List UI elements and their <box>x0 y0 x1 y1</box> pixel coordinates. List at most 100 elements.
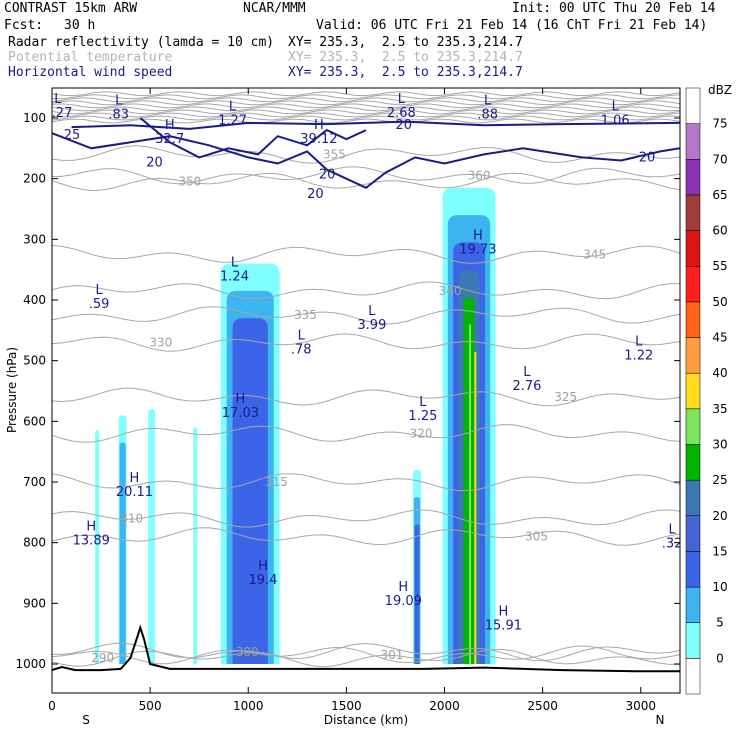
extremum-value: 1.06 <box>601 114 630 129</box>
x-axis-end-label: N <box>656 713 665 727</box>
theta-contour-325 <box>52 387 680 407</box>
extremum-high: H13.89 <box>73 520 110 549</box>
wind-contour-label: 20 <box>319 168 336 183</box>
x-tick-label: 500 <box>139 699 162 713</box>
colorbar-swatch <box>685 658 701 695</box>
field-theta: Potential temperature <box>8 50 173 65</box>
wind-contour-label: 20 <box>307 187 324 202</box>
upper-theta-contour <box>52 112 680 118</box>
colorbar-swatch <box>685 586 701 623</box>
y-tick-label: 500 <box>23 354 46 368</box>
extremum-value: .78 <box>291 342 312 357</box>
extremum-value: 20.11 <box>116 485 153 500</box>
theta-contour-340 <box>52 281 680 300</box>
colorbar-tick-label: 65 <box>712 188 727 202</box>
theta-contour-label: 310 <box>120 511 143 525</box>
valid-time: Valid: 06 UTC Fri 21 Feb 14 (16 ChT Fri … <box>316 18 708 33</box>
upper-theta-contour <box>52 97 680 103</box>
extremum-value: .59 <box>89 297 110 312</box>
wind-contour-label: 20 <box>146 156 163 171</box>
extremum-kind: L <box>95 283 103 298</box>
theta-contour-label: 305 <box>525 530 548 544</box>
reflectivity-column-5-layer-2 <box>414 524 420 664</box>
extremum-low: L1.27 <box>52 92 72 121</box>
upper-theta-contour <box>52 103 680 109</box>
theta-contour-300 <box>52 642 680 662</box>
init-time: Init: 00 UTC Thu 20 Feb 14 <box>512 1 716 16</box>
colorbar-swatch <box>685 123 701 160</box>
extremum-low: L.88 <box>477 94 498 123</box>
theta-contour-320 <box>52 424 680 443</box>
x-tick-label: 1500 <box>331 699 362 713</box>
extremum-high: H20.11 <box>116 471 153 500</box>
reflectivity-column-4-layer-2 <box>232 318 268 664</box>
extremum-value: 13.89 <box>73 534 110 549</box>
colorbar-swatch <box>685 87 701 124</box>
y-tick-label: 200 <box>23 172 46 186</box>
extremum-kind: L <box>612 100 620 115</box>
wind-contour-label: 20 <box>395 118 412 133</box>
extremum-kind: H <box>314 118 324 133</box>
colorbar-tick-label: 0 <box>716 651 724 665</box>
extremum-kind: L <box>298 328 306 343</box>
wind-contour-25 <box>71 120 680 130</box>
x-tick-label: 2500 <box>527 699 558 713</box>
extremum-value: 2.68 <box>387 106 416 121</box>
upper-theta-contour <box>52 118 680 124</box>
reflectivity-column-1-layer-1 <box>119 442 126 664</box>
field-theta-xy: XY= 235.3, 2.5 to 235.3,214.7 <box>288 50 523 65</box>
extremum-kind: H <box>130 471 140 486</box>
center-label: NCAR/MMM <box>243 1 306 16</box>
colorbar-tick-label: 45 <box>712 331 727 345</box>
extremum-value: 2.76 <box>512 379 541 394</box>
extremum-low: L1.27 <box>218 100 247 129</box>
colorbar-tick-label: 25 <box>712 473 727 487</box>
extremum-value: 39.12 <box>300 132 337 147</box>
extremum-low: L.32 <box>662 523 680 552</box>
theta-contour-301 <box>52 645 680 665</box>
extremum-low: L1.22 <box>624 335 653 364</box>
reflectivity-column-3-layer-0 <box>193 427 198 664</box>
theta-contour-label: 355 <box>323 147 346 161</box>
extremum-kind: L <box>669 523 677 538</box>
x-tick-label: 3000 <box>625 699 656 713</box>
theta-contour-360 <box>52 166 680 185</box>
theta-contour-330 <box>52 333 680 352</box>
y-tick-label: 300 <box>23 232 46 246</box>
field-reflectivity: Radar reflectivity (lamda = 10 cm) <box>8 35 275 50</box>
theta-contour-label: 335 <box>294 308 317 322</box>
upper-theta-contour <box>52 91 680 97</box>
extremum-high: H19.4 <box>248 559 277 588</box>
extremum-kind: L <box>231 256 239 271</box>
extremum-value: 3.99 <box>357 318 386 333</box>
extremum-value: 19.4 <box>248 573 277 588</box>
extremum-high: H19.73 <box>459 228 496 257</box>
extremum-value: 1.24 <box>220 270 249 285</box>
upper-theta-contour <box>52 100 680 106</box>
y-tick-label: 400 <box>23 293 46 307</box>
extremum-kind: L <box>419 395 427 410</box>
extremum-high: H17.03 <box>222 392 259 421</box>
field-reflectivity-xy: XY= 235.3, 2.5 to 235.3,214.7 <box>288 35 523 50</box>
extremum-high: H15.91 <box>485 604 522 633</box>
theta-contour-310 <box>52 509 680 528</box>
extremum-value: 1.25 <box>408 409 437 424</box>
colorbar-tick-label: 20 <box>712 509 727 523</box>
axes: 0 500 1000 1500 2000 2500 3000 100 200 300 400 500 6… <box>15 88 680 713</box>
y-tick-label: 100 <box>23 111 46 125</box>
theta-contour-label: 320 <box>410 426 433 440</box>
wind-contour-label: 25 <box>64 128 81 143</box>
colorbar-swatch <box>685 408 701 445</box>
extremum-low: L1.06 <box>601 100 630 129</box>
terrain-line <box>52 624 680 673</box>
field-wind-xy: XY= 235.3, 2.5 to 235.3,214.7 <box>288 65 523 80</box>
colorbar-tick-label: 70 <box>712 152 727 166</box>
y-tick-label: 900 <box>23 596 46 610</box>
extremum-kind: L <box>229 100 237 115</box>
colorbar-swatch <box>685 265 701 303</box>
extremum-kind: L <box>54 92 62 107</box>
extremum-value: .88 <box>477 108 498 123</box>
colorbar-tick-label: 50 <box>712 295 727 309</box>
upper-theta-contour <box>52 94 680 100</box>
